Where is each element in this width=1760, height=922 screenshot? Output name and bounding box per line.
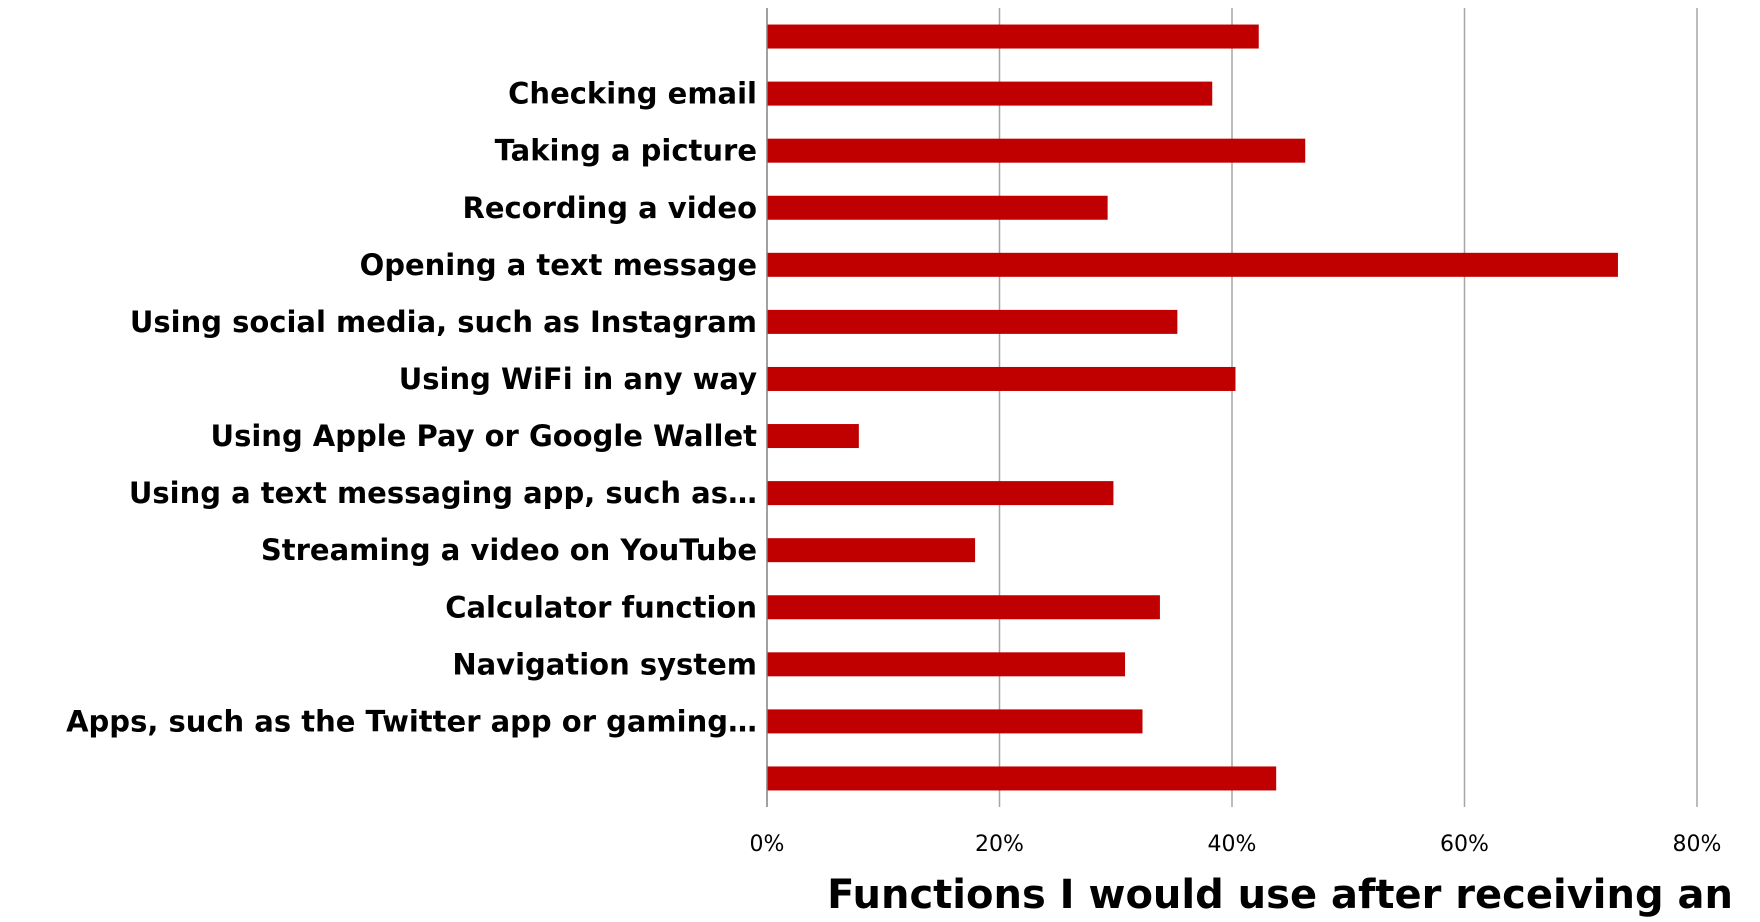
bar xyxy=(767,195,1108,220)
bar xyxy=(767,709,1143,734)
category-label: Checking email xyxy=(508,77,757,111)
category-label: Apps, such as the Twitter app or gaming… xyxy=(66,704,757,738)
x-tick-label: 0% xyxy=(750,832,785,857)
bar xyxy=(767,81,1213,106)
bar xyxy=(767,309,1178,334)
category-label: Using Apple Pay or Google Wallet xyxy=(211,419,758,453)
category-labels: Checking email Taking a picture Recording … xyxy=(66,77,757,739)
bar xyxy=(767,766,1277,791)
category-label: Recording a video xyxy=(463,191,757,225)
gridlines xyxy=(998,8,1698,807)
x-tick-label: 80% xyxy=(1673,832,1722,857)
bar xyxy=(767,538,976,563)
bar xyxy=(767,252,1618,277)
category-label: Using a text messaging app, such as… xyxy=(129,476,757,510)
bar xyxy=(767,424,859,449)
category-label: Opening a text message xyxy=(360,248,757,282)
category-label: Navigation system xyxy=(452,647,757,681)
x-tick-label: 60% xyxy=(1440,832,1489,857)
bar xyxy=(767,595,1160,620)
x-tick-label: 20% xyxy=(975,832,1024,857)
category-label: Using social media, such as Instagram xyxy=(130,305,757,339)
bar xyxy=(767,481,1114,506)
bar xyxy=(767,24,1259,49)
category-label: Calculator function xyxy=(445,590,757,624)
bars xyxy=(767,24,1618,791)
category-label: Using WiFi in any way xyxy=(399,362,757,396)
category-label: Streaming a video on YouTube xyxy=(261,533,757,567)
bar xyxy=(767,366,1236,391)
category-label: Taking a picture xyxy=(495,134,757,168)
bar xyxy=(767,652,1126,677)
x-tick-label: 40% xyxy=(1208,832,1257,857)
x-axis-title: Functions I would use after receiving an xyxy=(827,872,1733,918)
bar xyxy=(767,138,1306,163)
x-tick-labels: 0% 20% 40% 60% 80% xyxy=(750,832,1722,857)
